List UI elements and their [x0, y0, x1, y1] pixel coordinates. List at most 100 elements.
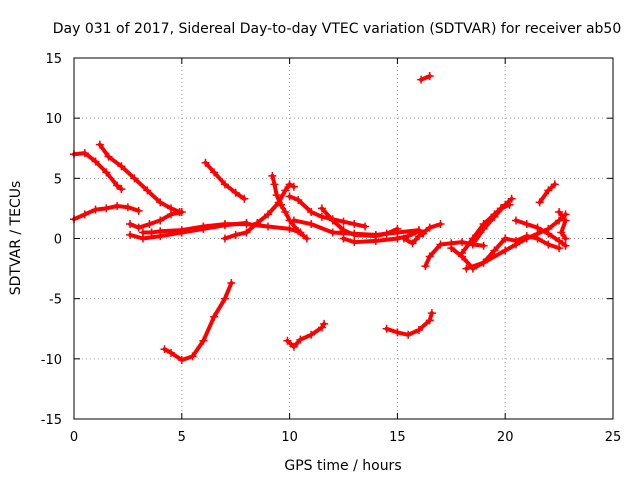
data-point-marker — [283, 336, 292, 345]
data-point-marker — [544, 240, 553, 249]
data-point-marker — [414, 232, 423, 241]
data-point-marker — [382, 229, 391, 238]
data-point-marker — [533, 223, 542, 232]
data-point-marker — [561, 216, 570, 225]
data-point-marker — [458, 238, 467, 247]
data-point-marker — [511, 216, 520, 225]
data-point-marker — [285, 180, 294, 189]
x-tick-label: 20 — [497, 430, 514, 445]
data-point-marker — [382, 324, 391, 333]
data-point-marker — [425, 72, 434, 81]
data-point-marker — [227, 279, 236, 288]
series-arc25 — [537, 182, 557, 205]
data-point-marker — [156, 198, 165, 207]
data-point-marker — [361, 222, 370, 231]
data-point-marker — [113, 202, 122, 211]
data-point-marker — [350, 220, 359, 229]
data-point-marker — [134, 206, 143, 215]
data-point-marker — [281, 208, 290, 217]
data-point-marker — [117, 162, 126, 171]
data-point-marker — [307, 330, 316, 339]
data-point-marker — [281, 186, 290, 195]
data-point-marker — [404, 330, 413, 339]
data-point-marker — [220, 234, 229, 243]
data-point-marker — [104, 152, 113, 161]
data-point-marker — [501, 246, 510, 255]
data-point-marker — [285, 192, 294, 201]
y-tick-label: -5 — [49, 293, 62, 308]
data-point-marker — [507, 194, 516, 203]
data-point-marker — [320, 319, 329, 328]
y-tick-label: 10 — [45, 112, 62, 127]
data-point-marker — [80, 149, 89, 158]
data-point-marker — [95, 140, 104, 149]
data-point-marker — [557, 228, 566, 237]
data-point-marker — [231, 230, 240, 239]
data-point-marker — [296, 335, 305, 344]
data-point-marker — [408, 239, 417, 248]
data-point-marker — [417, 75, 426, 84]
data-point-marker — [130, 174, 139, 183]
data-point-marker — [307, 208, 316, 217]
data-point-marker — [220, 180, 229, 189]
data-point-marker — [393, 224, 402, 233]
data-point-marker — [436, 220, 445, 229]
series-arc26 — [557, 210, 568, 241]
data-point-marker — [289, 182, 298, 191]
data-point-marker — [289, 216, 298, 225]
data-point-marker — [317, 204, 326, 213]
data-point-marker — [302, 234, 311, 243]
data-point-marker — [350, 230, 359, 239]
data-point-marker — [177, 356, 186, 365]
data-point-marker — [371, 236, 380, 245]
data-point-marker — [339, 226, 348, 235]
data-point-marker — [253, 218, 262, 227]
data-point-marker — [143, 186, 152, 195]
data-point-marker — [294, 227, 303, 236]
data-point-marker — [264, 210, 273, 219]
data-point-marker — [268, 171, 277, 180]
data-point-marker — [307, 220, 316, 229]
data-point-marker — [425, 316, 434, 325]
data-point-marker — [555, 208, 564, 217]
data-point-marker — [242, 220, 251, 229]
y-tick-label: 15 — [45, 52, 62, 67]
x-tick-label: 15 — [389, 430, 406, 445]
data-point-marker — [240, 194, 249, 203]
data-point-marker — [123, 203, 132, 212]
chart-title: Day 031 of 2017, Sidereal Day-to-day VTE… — [53, 21, 622, 37]
data-point-marker — [458, 248, 467, 257]
data-point-marker — [555, 236, 564, 245]
data-point-marker — [199, 222, 208, 231]
data-point-marker — [479, 241, 488, 250]
data-point-marker — [220, 294, 229, 303]
data-point-marker — [147, 228, 156, 237]
data-point-marker — [399, 234, 408, 243]
data-point-marker — [126, 220, 135, 229]
data-point-marker — [511, 240, 520, 249]
data-point-marker — [274, 198, 283, 207]
x-tick-label: 5 — [178, 430, 186, 445]
data-point-marker — [231, 188, 240, 197]
x-tick-label: 25 — [605, 430, 622, 445]
data-point-marker — [264, 222, 273, 231]
data-point-marker — [272, 191, 281, 200]
data-point-marker — [138, 228, 147, 237]
data-point-marker — [522, 234, 531, 243]
data-point-marker — [544, 186, 553, 195]
data-point-marker — [201, 158, 210, 167]
data-point-marker — [479, 258, 488, 267]
data-point-marker — [156, 227, 165, 236]
data-point-marker — [425, 223, 434, 232]
data-point-marker — [102, 204, 111, 213]
data-point-marker — [462, 264, 471, 273]
data-point-marker — [544, 229, 553, 238]
data-point-marker — [242, 228, 251, 237]
series-arc18 — [384, 311, 434, 337]
data-point-marker — [117, 185, 126, 194]
data-point-marker — [414, 325, 423, 334]
data-point-marker — [80, 210, 89, 219]
data-point-marker — [490, 246, 499, 255]
data-point-marker — [339, 217, 348, 226]
